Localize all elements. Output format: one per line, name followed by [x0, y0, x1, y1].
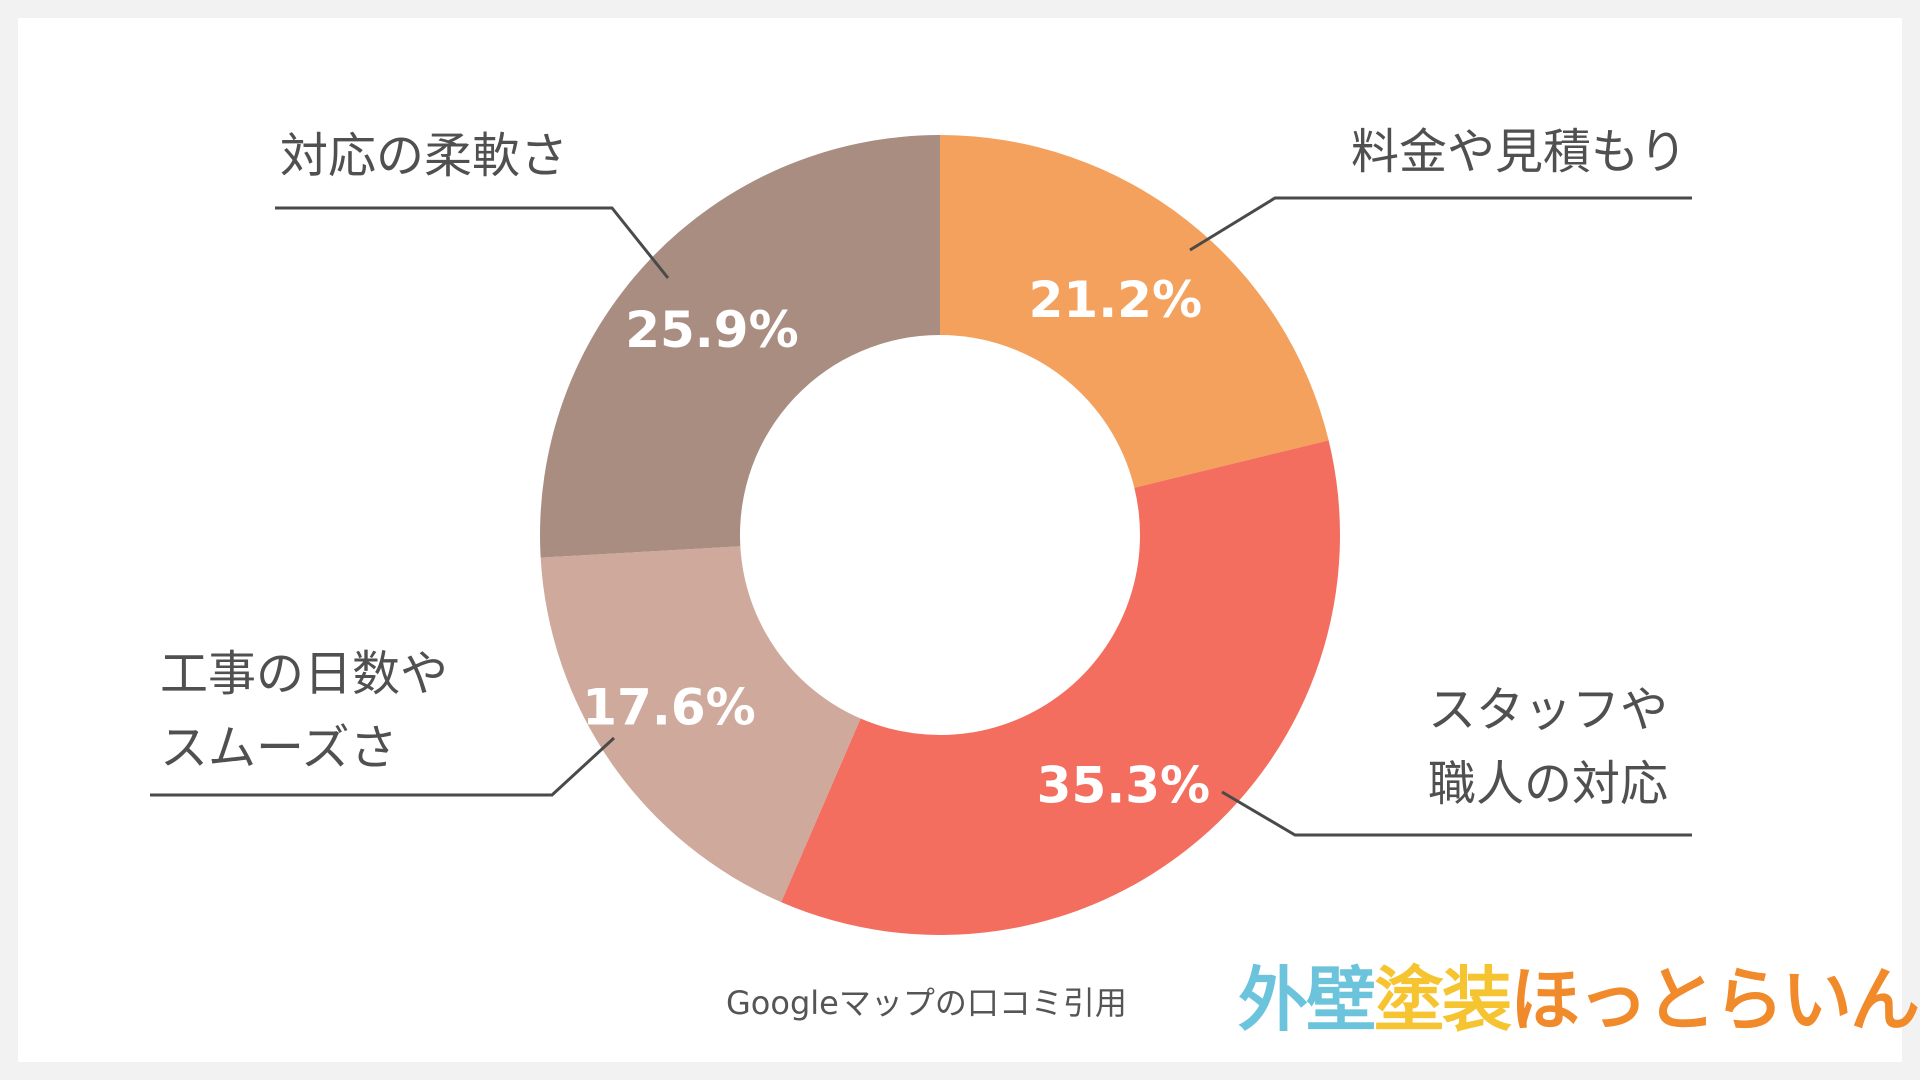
slice-3	[540, 135, 940, 558]
leaders-group	[150, 196, 1692, 837]
slice-2	[540, 546, 861, 903]
percent-label-0: 21.2%	[1029, 271, 1202, 329]
slices-group	[540, 135, 1340, 935]
category-label-2-line-1: スムーズさ	[160, 720, 398, 776]
source-note: Googleマップの口コミ引用	[726, 984, 1127, 1022]
leader-line-1	[1221, 790, 1692, 837]
logo-part-0: 外壁	[1238, 959, 1376, 1041]
leader-line-2	[150, 736, 616, 797]
percent-label-2: 17.6%	[582, 679, 755, 737]
category-label-0-line-0: 料金や見積もり	[1351, 124, 1687, 180]
logo-part-2: ほっとらいん	[1510, 959, 1920, 1041]
category-label-2-line-0: 工事の日数や	[160, 646, 448, 702]
category-label-1-line-0: スタッフや	[1428, 682, 1668, 738]
category-label-1-line-1: 職人の対応	[1428, 756, 1668, 812]
percent-label-1: 35.3%	[1037, 756, 1210, 814]
logo-part-1: 塗装	[1374, 959, 1512, 1041]
percent-label-3: 25.9%	[625, 301, 798, 359]
leader-line-3	[275, 206, 670, 279]
brand-logo: 外壁塗装ほっとらいん	[1238, 944, 1920, 1045]
percent-labels-group: 21.2% 35.3% 17.6% 25.9%	[582, 271, 1210, 814]
slice-1	[781, 440, 1340, 935]
leader-line-0	[1189, 196, 1692, 252]
slice-0	[940, 135, 1329, 488]
category-label-3-line-0: 対応の柔軟さ	[280, 128, 568, 184]
